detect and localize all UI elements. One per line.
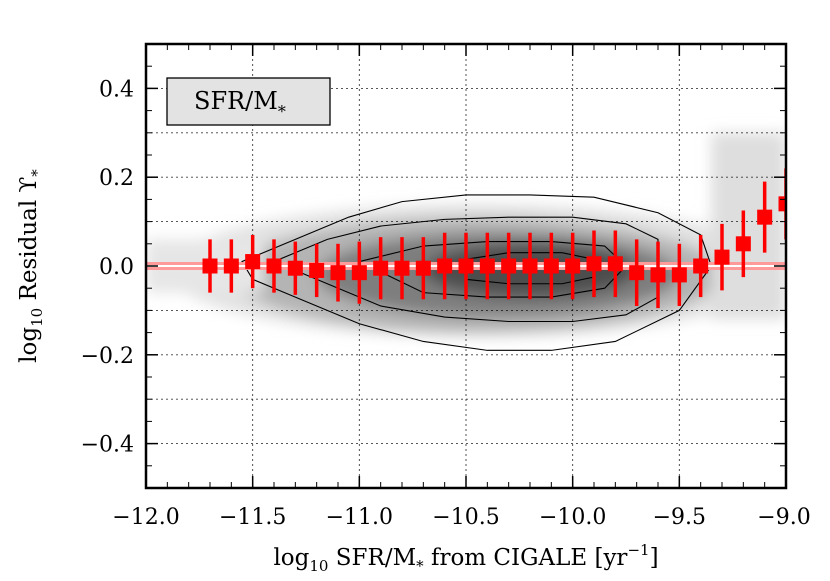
data-point: [202, 239, 218, 293]
data-point: [330, 243, 346, 302]
data-point: [245, 234, 261, 289]
point-marker: [437, 258, 453, 274]
point-marker: [309, 262, 325, 278]
data-point: [394, 237, 410, 300]
data-point: [714, 223, 730, 291]
point-marker: [565, 258, 581, 274]
x-tick-label: −10.0: [539, 505, 606, 530]
y-tick-label: 0.0: [99, 255, 134, 280]
data-point: [650, 241, 666, 309]
x-axis-title: log10 SFR/M* from CIGALE [yr−1]: [273, 541, 658, 575]
point-marker: [415, 260, 431, 276]
data-point: [373, 237, 389, 300]
legend-frame: [166, 77, 331, 126]
point-marker: [394, 260, 410, 276]
x-tick-label: −11.5: [219, 505, 286, 530]
data-point: [586, 230, 602, 298]
y-tick-label: −0.4: [81, 433, 134, 458]
point-marker: [714, 249, 730, 265]
data-point: [415, 237, 431, 300]
legend-box: SFR/M*: [166, 77, 331, 126]
x-tick-labels: −12.0 −11.5 −11.0 −10.5 −10.0 −9.5 −9.0: [112, 505, 810, 530]
point-marker: [202, 258, 218, 274]
y-tick-label: 0.4: [99, 77, 134, 102]
x-tick-label: −12.0: [112, 505, 179, 530]
data-point: [522, 232, 538, 300]
point-marker: [287, 260, 303, 276]
x-tick-label: −9.5: [653, 505, 706, 530]
y-tick-label: 0.2: [99, 166, 134, 191]
point-marker: [693, 258, 709, 274]
data-point: [693, 234, 709, 298]
point-marker: [629, 265, 645, 281]
point-marker: [245, 254, 261, 270]
data-point: [607, 230, 623, 298]
y-axis-title: log10 Residual ϒ*: [16, 169, 46, 363]
density-tail-right: [711, 132, 786, 320]
data-point: [543, 232, 559, 300]
data-point: [479, 232, 495, 300]
point-marker: [607, 256, 623, 272]
binned-median-series: [202, 168, 786, 309]
y-tick-label: −0.2: [81, 344, 134, 369]
data-point: [778, 168, 786, 240]
point-marker: [778, 196, 786, 212]
legend-label: SFR/M*: [194, 87, 286, 121]
point-marker: [330, 265, 346, 281]
point-marker: [671, 267, 687, 283]
data-point: [309, 243, 325, 298]
point-marker: [757, 209, 773, 225]
point-marker: [501, 258, 517, 274]
data-point: [437, 232, 453, 300]
point-marker: [586, 256, 602, 272]
point-marker: [373, 260, 389, 276]
point-marker: [223, 258, 239, 274]
data-point: [223, 239, 239, 293]
point-marker: [650, 267, 666, 283]
axis-ticks: [145, 43, 787, 489]
data-point: [458, 232, 474, 300]
point-marker: [735, 236, 751, 252]
point-marker: [479, 258, 495, 274]
data-point: [735, 210, 751, 278]
point-marker: [543, 258, 559, 274]
x-tick-label: −10.5: [432, 505, 499, 530]
point-marker: [266, 258, 282, 274]
data-point: [351, 241, 367, 304]
data-point: [671, 243, 687, 306]
data-point: [287, 241, 303, 295]
point-marker: [351, 265, 367, 281]
point-marker: [458, 258, 474, 274]
point-marker: [522, 258, 538, 274]
data-point: [757, 181, 773, 253]
x-tick-label: −11.0: [326, 505, 393, 530]
data-point: [501, 232, 517, 300]
data-point: [266, 239, 282, 293]
data-point: [629, 239, 645, 306]
y-tick-labels: −0.4 −0.2 0.0 0.2 0.4: [81, 77, 134, 457]
x-tick-label: −9.0: [757, 505, 810, 530]
data-point: [565, 232, 581, 300]
